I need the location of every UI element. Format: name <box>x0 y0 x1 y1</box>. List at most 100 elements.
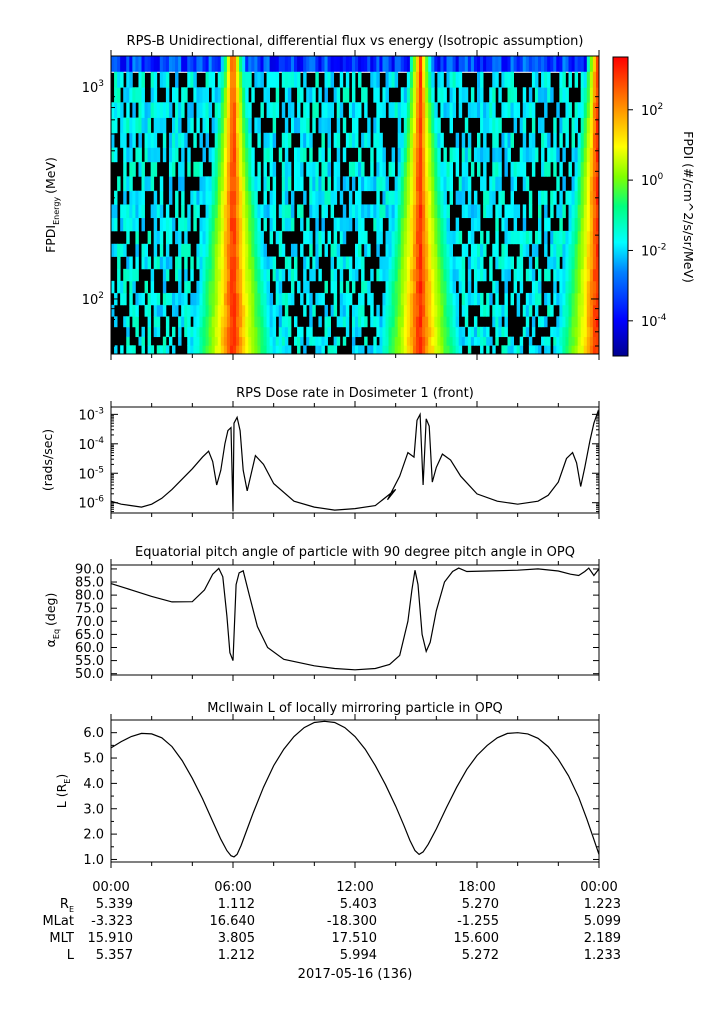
spectrogram-cell <box>382 56 386 72</box>
spectrogram-cell <box>574 336 579 346</box>
spectrogram-cell <box>544 56 548 72</box>
spectrogram-cell <box>178 326 182 338</box>
spectrogram-cell <box>586 345 591 355</box>
spectrogram-cell <box>385 256 389 270</box>
spectrogram-cell <box>562 176 566 192</box>
spectrogram-cell <box>443 230 447 245</box>
tick-label: 6.0 <box>83 726 104 741</box>
spectrogram-cell <box>144 176 148 192</box>
spectrogram-cell <box>583 256 588 270</box>
spectrogram-cell <box>547 292 551 306</box>
spectrogram-cell <box>309 132 313 148</box>
ephemeris-value: 1.212 <box>218 948 255 963</box>
spectrogram-cell <box>251 345 255 355</box>
spectrogram-cell <box>132 304 136 317</box>
spectrogram-cell <box>251 243 255 257</box>
spectrogram-cell <box>284 292 289 306</box>
tick-label: 10-4 <box>78 436 104 453</box>
spectrogram-cell <box>248 161 252 177</box>
spectrogram-cell <box>547 304 551 317</box>
spectrogram-cell <box>205 292 209 306</box>
spectrogram-cell <box>165 243 170 257</box>
spectrogram-cell <box>586 147 591 163</box>
spectrogram-cell <box>229 147 234 163</box>
spectrogram-cell <box>437 204 441 219</box>
spectrogram-cell <box>297 345 301 355</box>
spectrogram-cell <box>254 292 258 306</box>
spectrogram-cell <box>510 176 514 192</box>
spectrogram-cell <box>226 56 231 72</box>
spectrogram-cell <box>446 304 450 317</box>
spectrogram-cell <box>242 256 246 270</box>
spectrogram-cell <box>321 204 325 219</box>
spectrogram-cell <box>483 336 487 346</box>
spectrogram-cell <box>132 102 136 118</box>
spectrogram-cell <box>370 345 374 355</box>
spectrogram-cell <box>446 71 450 88</box>
spectrogram-cell <box>336 147 341 163</box>
spectrogram-cell <box>318 292 322 306</box>
spectrogram-cell <box>312 268 316 282</box>
spectrogram-cell <box>351 316 356 328</box>
spectrogram-cell <box>541 161 545 177</box>
spectrogram-cell <box>217 176 222 192</box>
spectrogram-cell <box>534 230 539 245</box>
spectrogram-cell <box>406 132 411 148</box>
spectrogram-cell <box>355 204 359 219</box>
ephemeris-value: 16.640 <box>210 914 256 929</box>
spectrogram-cell <box>306 117 310 134</box>
spectrogram-cell <box>351 280 356 294</box>
spectrogram-cell <box>412 345 417 355</box>
spectrogram-cell <box>159 304 164 317</box>
spectrogram-cell <box>422 326 426 338</box>
spectrogram-cell <box>544 190 548 205</box>
spectrogram-cell <box>409 230 414 245</box>
spectrogram-cell <box>281 326 286 338</box>
spectrogram-cell <box>458 336 463 346</box>
spectrogram-cell <box>507 102 511 118</box>
spectrogram-cell <box>199 345 203 355</box>
spectrogram-cell <box>172 87 176 103</box>
spectrogram-cell <box>440 326 444 338</box>
spectrogram-cell <box>580 117 585 134</box>
spectrogram-cell <box>351 56 356 72</box>
spectrogram-cell <box>138 161 142 177</box>
spectrogram-cell <box>498 316 502 328</box>
spectrogram-cell <box>525 147 530 163</box>
spectrogram-cell <box>373 345 377 355</box>
spectrogram-cell <box>409 304 414 317</box>
spectrogram-cell <box>382 316 386 328</box>
spectrogram-cell <box>431 256 435 270</box>
spectrogram-cell <box>434 292 438 306</box>
spectrogram-cell <box>409 345 414 355</box>
spectrogram-cell <box>486 326 490 338</box>
spectrogram-cell <box>306 56 310 72</box>
spectrogram-cell <box>196 117 200 134</box>
spectrogram-cell <box>300 243 304 257</box>
spectrogram-cell <box>147 256 152 270</box>
tick-label: 103 <box>82 79 104 96</box>
spectrogram-cell <box>406 204 411 219</box>
spectrogram-cell <box>586 304 591 317</box>
spectrogram-cell <box>504 256 508 270</box>
spectrogram-cell <box>309 268 313 282</box>
spectrogram-cell <box>559 304 563 317</box>
spectrogram-cell <box>211 230 216 245</box>
spectrogram-cell <box>233 56 237 72</box>
spectrogram-cell <box>361 87 365 103</box>
spectrogram-cell <box>592 326 597 338</box>
tick-label: 55.0 <box>75 654 104 669</box>
spectrogram-cell <box>483 132 487 148</box>
spectrogram-cell <box>144 280 148 294</box>
spectrogram-cell <box>135 243 139 257</box>
ephemeris-value: 5.403 <box>340 897 377 912</box>
spectrogram-cell <box>400 176 405 192</box>
spectrogram-cell <box>144 147 148 163</box>
spectrogram-cell <box>586 280 591 294</box>
spectrogram-cell <box>287 292 292 306</box>
spectrogram-cell <box>422 230 426 245</box>
spectrogram-cell <box>263 316 267 328</box>
spectrogram-cell <box>220 132 225 148</box>
spectrogram-cell <box>196 304 200 317</box>
spectrogram-cell <box>510 336 514 346</box>
